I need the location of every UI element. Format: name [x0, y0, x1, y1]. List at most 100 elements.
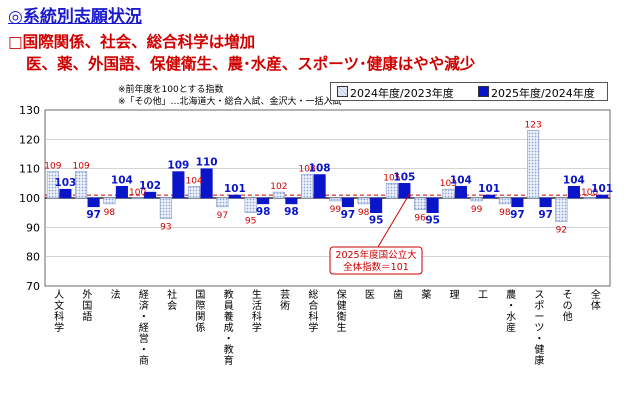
bar-2025 [200, 168, 213, 199]
bar-2025 [341, 197, 354, 208]
y-tick-label: 110 [19, 163, 40, 176]
page-title: ◎系統別志願状況 [8, 7, 142, 27]
x-tick-label: 全体 [591, 288, 601, 312]
y-tick-label: 130 [19, 104, 40, 117]
bar-2025 [115, 185, 128, 199]
data-label: 100 [581, 188, 598, 198]
data-label: 95 [425, 215, 440, 227]
x-tick-label: 総合科学 [308, 288, 318, 334]
data-label: 109 [44, 162, 61, 172]
bar-2024 [442, 188, 455, 199]
bar-2025 [567, 185, 580, 199]
bar-2024 [188, 185, 201, 199]
data-label: 103 [440, 179, 457, 189]
bar-2024 [555, 197, 568, 222]
bar-2024 [216, 197, 229, 208]
data-label: 110 [196, 157, 218, 169]
data-label: 99 [471, 205, 483, 215]
bar-2025 [172, 171, 185, 199]
bar-2024 [329, 197, 342, 202]
data-label: 104 [450, 174, 472, 186]
data-label: 98 [104, 208, 116, 218]
data-label: 104 [111, 174, 133, 186]
x-tick-label: 農・水産 [506, 288, 516, 334]
x-tick-label: 生活科学 [252, 288, 262, 334]
bar-2025 [228, 194, 241, 199]
data-label: 99 [330, 205, 342, 215]
x-tick-label: 経済・経営・商 [139, 288, 149, 367]
x-tick-label: 工 [478, 290, 488, 301]
bar-2025 [257, 197, 270, 205]
legend-label-series2: 2025年度/2024年度 [491, 87, 595, 100]
data-label: 101 [224, 183, 246, 195]
data-label: 123 [525, 121, 542, 131]
bar-2025 [87, 197, 100, 208]
data-label: 100 [129, 188, 146, 198]
bar-2024 [498, 197, 511, 205]
annotation-pointer [377, 192, 411, 248]
subtitle-decrease: 医、薬、外国語、保健衛生、農･水産、スポーツ･健康はやや減少 [26, 55, 476, 73]
annotation-callout: 2025年度国公立大 全体指数＝101 [329, 192, 423, 275]
bar-2025 [370, 197, 383, 213]
y-tick-label: 90 [26, 221, 40, 234]
data-label: 109 [73, 162, 90, 172]
legend-label-series1: 2024年度/2023年度 [350, 87, 454, 100]
data-label: 98 [499, 208, 511, 218]
data-label: 109 [167, 160, 189, 172]
data-label: 92 [556, 225, 567, 235]
annotation-box [329, 246, 423, 275]
data-label: 108 [309, 163, 331, 175]
note-other: ※「その他」…北海道大・総合入試、金沢大・一括入試 [118, 97, 342, 107]
data-label: 97 [86, 209, 101, 221]
bar-2024 [103, 197, 116, 205]
bar-2025 [313, 174, 326, 199]
x-tick-label: 理 [450, 289, 460, 301]
y-tick-label: 70 [26, 280, 40, 293]
data-label: 98 [358, 208, 370, 218]
x-tick-label: 医 [365, 289, 375, 301]
data-label: 101 [478, 183, 500, 195]
bar-2024 [159, 197, 172, 219]
bar-2025 [398, 183, 411, 199]
bar-2024 [75, 171, 88, 199]
bar-2025 [596, 194, 609, 199]
bar-2024 [46, 171, 59, 199]
bar-2025 [426, 197, 439, 213]
x-tick-label: 法 [111, 288, 121, 301]
y-tick-label: 80 [26, 251, 40, 264]
data-label: 97 [217, 211, 228, 221]
bar-2025 [483, 194, 496, 199]
legend-swatch-series1 [337, 86, 348, 97]
legend-swatch-series2 [478, 86, 489, 97]
data-label: 103 [54, 177, 76, 189]
data-label: 108 [299, 165, 316, 175]
annotation-line2: 全体指数＝101 [343, 261, 409, 273]
bar-2024 [301, 174, 314, 199]
bar-2024 [357, 197, 370, 205]
data-label: 101 [591, 183, 613, 195]
data-label: 98 [256, 206, 271, 218]
x-tick-label: 人文科学 [54, 289, 64, 334]
x-tick-label: 歯 [393, 288, 403, 301]
bar-2024 [272, 191, 285, 199]
subtitle-increase: □国際関係、社会、総合科学は増加 [8, 33, 256, 51]
bar-2025 [144, 191, 157, 199]
bar-2025 [285, 197, 298, 205]
bar-2025 [511, 197, 524, 208]
bar-2024 [131, 197, 144, 200]
bar-2024 [414, 197, 427, 211]
data-label: 97 [538, 209, 553, 221]
x-tick-label: 国際関係 [195, 289, 205, 334]
x-tick-label: 保健衛生 [337, 288, 347, 334]
bar-2025 [454, 185, 467, 199]
y-tick-label: 100 [19, 192, 40, 205]
bar-2024 [244, 197, 257, 213]
x-tick-label: 芸術 [280, 288, 290, 312]
x-tick-label: 社会 [167, 288, 177, 312]
x-tick-label: その他 [563, 289, 573, 323]
annotation-line1: 2025年度国公立大 [335, 249, 417, 261]
bar-2025 [539, 197, 552, 208]
x-tick-label: 外国語 [82, 289, 92, 323]
data-label: 105 [393, 171, 415, 183]
x-tick-label: 薬 [421, 289, 431, 301]
